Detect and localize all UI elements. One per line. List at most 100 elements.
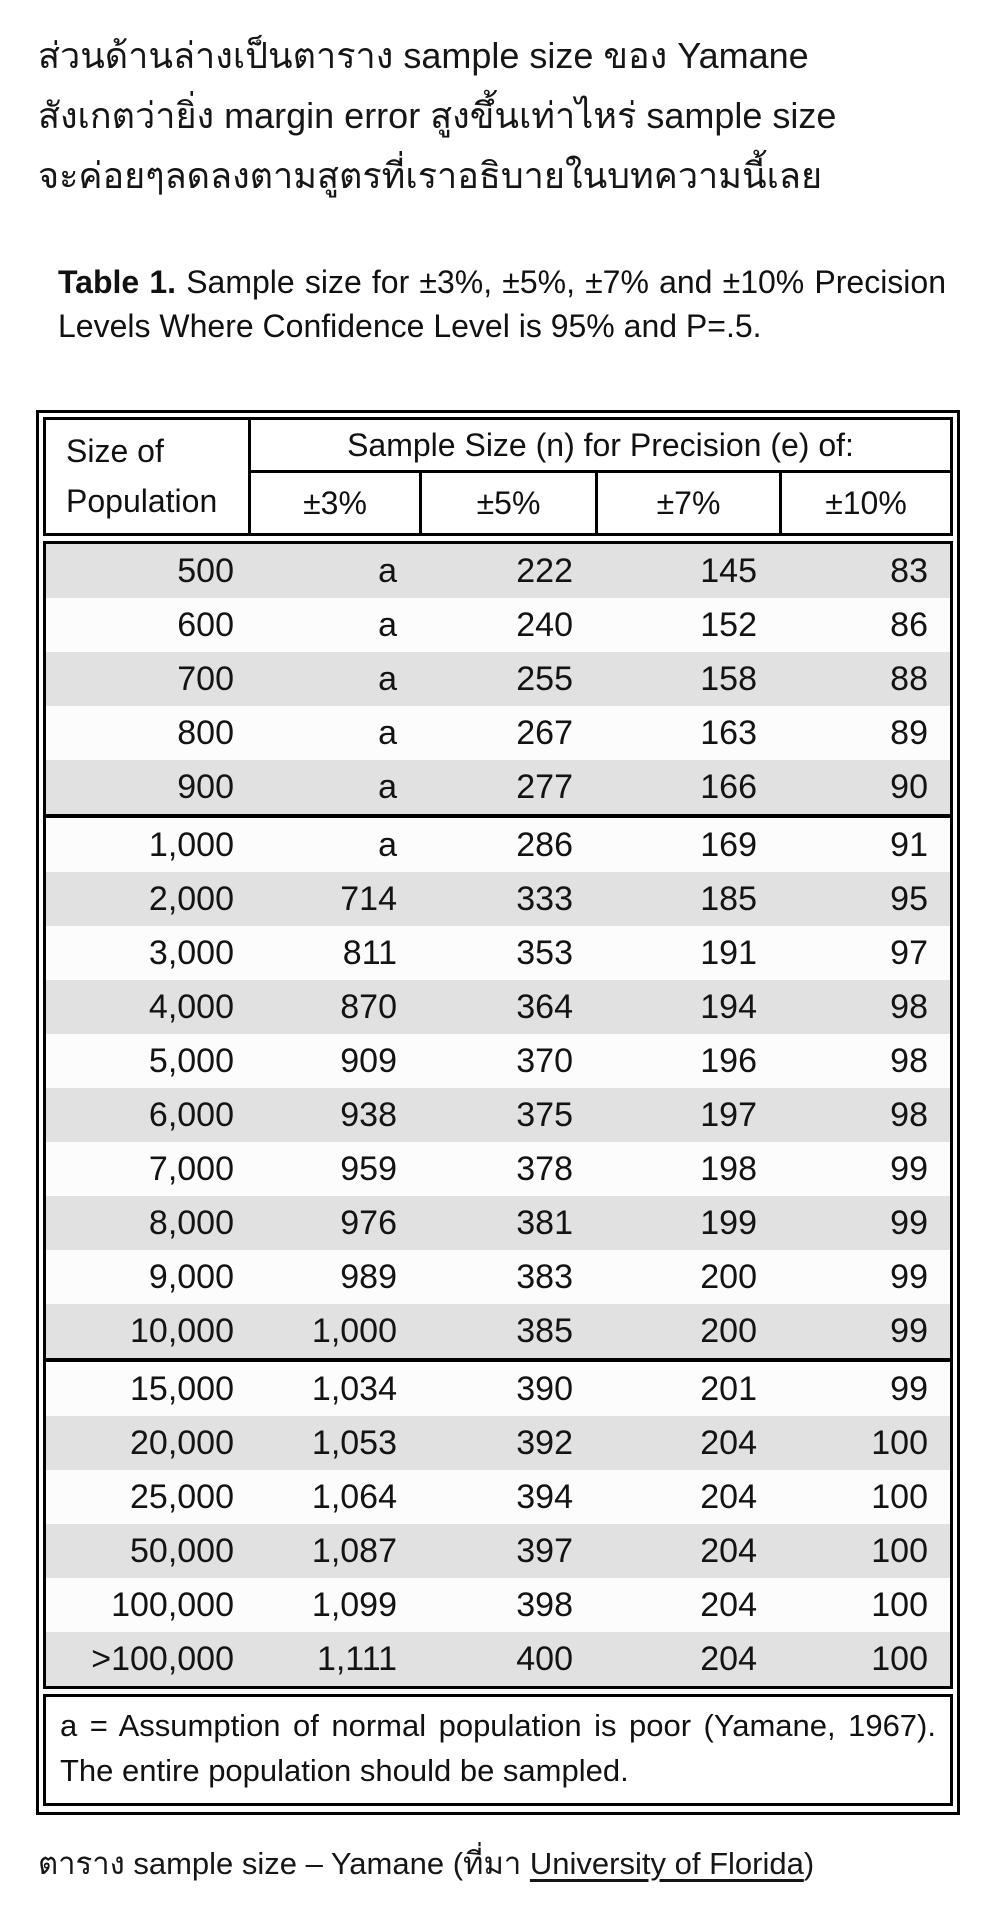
cell-precision-5pct: 400 (516, 1639, 573, 1678)
table-row: 100,000 1,099 398 204 100 (46, 1578, 950, 1632)
cell-precision-5pct: 255 (516, 659, 573, 698)
cell-precision-7pct: 191 (700, 933, 757, 972)
cell-precision-10pct: 100 (871, 1639, 928, 1678)
bottom-caption-prefix: ตาราง sample size – Yamane (ที่มา (38, 1846, 530, 1881)
cell-precision-5pct: 375 (516, 1095, 573, 1134)
table-row: >100,000 1,111 400 204 100 (46, 1632, 950, 1686)
cell-precision-10pct: 89 (890, 713, 928, 752)
cell-precision-3pct: 989 (340, 1257, 397, 1296)
cell-precision-7pct: 198 (700, 1149, 757, 1188)
cell-precision-3pct: 1,053 (311, 1423, 397, 1462)
header-population: Population (66, 483, 218, 519)
cell-population: 700 (177, 659, 234, 698)
table-row: 20,000 1,053 392 204 100 (46, 1416, 950, 1470)
table-row: 1,000 a 286 169 91 (46, 814, 950, 872)
cell-population: 600 (177, 605, 234, 644)
cell-precision-3pct: 959 (340, 1149, 397, 1188)
table-row: 3,000 811 353 191 97 (46, 926, 950, 980)
cell-population: 6,000 (148, 1095, 234, 1134)
cell-precision-5pct: 364 (516, 987, 573, 1026)
cell-precision-10pct: 99 (890, 1257, 928, 1296)
cell-population: 100,000 (111, 1585, 234, 1624)
cell-precision-3pct: 1,087 (311, 1531, 397, 1570)
cell-precision-7pct: 204 (700, 1423, 757, 1462)
cell-precision-3pct: a (378, 713, 397, 752)
cell-precision-3pct: 1,064 (311, 1477, 397, 1516)
cell-precision-7pct: 152 (700, 605, 757, 644)
cell-precision-10pct: 98 (890, 987, 928, 1026)
table-row: 4,000 870 364 194 98 (46, 980, 950, 1034)
cell-precision-3pct: 1,000 (311, 1311, 397, 1350)
cell-precision-10pct: 98 (890, 1095, 928, 1134)
cell-precision-5pct: 353 (516, 933, 573, 972)
cell-precision-10pct: 86 (890, 605, 928, 644)
cell-precision-10pct: 99 (890, 1369, 928, 1408)
cell-precision-5pct: 383 (516, 1257, 573, 1296)
cell-precision-7pct: 201 (700, 1369, 757, 1408)
table-row: 8,000 976 381 199 99 (46, 1196, 950, 1250)
cell-precision-3pct: 714 (340, 879, 397, 918)
cell-precision-3pct: a (378, 605, 397, 644)
cell-precision-5pct: 286 (516, 825, 573, 864)
cell-precision-10pct: 88 (890, 659, 928, 698)
cell-precision-7pct: 204 (700, 1531, 757, 1570)
header-precision-7pct: ±7% (595, 470, 779, 533)
table-row: 10,000 1,000 385 200 99 (46, 1304, 950, 1358)
cell-population: 3,000 (148, 933, 234, 972)
header-precision-5pct: ±5% (419, 470, 595, 533)
cell-population: 50,000 (130, 1531, 234, 1570)
cell-precision-5pct: 222 (516, 551, 573, 590)
cell-precision-5pct: 333 (516, 879, 573, 918)
cell-precision-3pct: a (378, 659, 397, 698)
cell-population: 15,000 (130, 1369, 234, 1408)
table-footnote: a = Assumption of normal population is p… (43, 1694, 953, 1806)
table-header: Size of Population Sample Size (n) for P… (43, 417, 953, 536)
cell-precision-7pct: 163 (700, 713, 757, 752)
cell-population: 25,000 (130, 1477, 234, 1516)
cell-precision-5pct: 277 (516, 767, 573, 806)
header-precision-3pct: ±3% (248, 470, 419, 533)
header-size-of: Size of (66, 433, 164, 469)
sample-size-table: Size of Population Sample Size (n) for P… (36, 410, 960, 1815)
cell-precision-5pct: 378 (516, 1149, 573, 1188)
cell-precision-7pct: 197 (700, 1095, 757, 1134)
cell-population: 900 (177, 767, 234, 806)
cell-precision-7pct: 169 (700, 825, 757, 864)
cell-precision-10pct: 91 (890, 825, 928, 864)
table-body: 500 a 222 145 83 600 a 240 152 86 700 a 255 158 88 800 a… (43, 541, 953, 1689)
cell-precision-5pct: 370 (516, 1041, 573, 1080)
cell-precision-7pct: 199 (700, 1203, 757, 1242)
cell-population: 4,000 (148, 987, 234, 1026)
bottom-caption: ตาราง sample size – Yamane (ที่มา Univer… (38, 1843, 978, 1885)
cell-precision-5pct: 240 (516, 605, 573, 644)
table-row: 25,000 1,064 394 204 100 (46, 1470, 950, 1524)
table-caption-text: Sample size for ±3%, ±5%, ±7% and ±10% P… (58, 264, 947, 344)
table-row: 50,000 1,087 397 204 100 (46, 1524, 950, 1578)
table-row: 15,000 1,034 390 201 99 (46, 1358, 950, 1416)
cell-precision-7pct: 196 (700, 1041, 757, 1080)
cell-precision-5pct: 390 (516, 1369, 573, 1408)
cell-precision-5pct: 392 (516, 1423, 573, 1462)
university-of-florida-link[interactable]: University of Florida (529, 1846, 804, 1881)
cell-precision-3pct: 909 (340, 1041, 397, 1080)
header-size-of-population: Size of Population (46, 420, 248, 533)
cell-population: 1,000 (148, 825, 234, 864)
cell-precision-3pct: 1,099 (311, 1585, 397, 1624)
cell-precision-7pct: 194 (700, 987, 757, 1026)
header-sample-size-span: Sample Size (n) for Precision (e) of: (248, 420, 950, 470)
cell-population: 20,000 (130, 1423, 234, 1462)
table-row: 700 a 255 158 88 (46, 652, 950, 706)
cell-precision-5pct: 394 (516, 1477, 573, 1516)
cell-precision-7pct: 185 (700, 879, 757, 918)
cell-precision-5pct: 385 (516, 1311, 573, 1350)
cell-precision-3pct: 1,034 (311, 1369, 397, 1408)
cell-precision-7pct: 204 (700, 1585, 757, 1624)
cell-precision-10pct: 99 (890, 1203, 928, 1242)
intro-line-3: จะค่อยๆลดลงตามสูตรที่เราอธิบายในบทความนี… (38, 155, 823, 196)
intro-paragraph: ส่วนด้านล่างเป็นตาราง sample size ของ Ya… (38, 26, 978, 206)
cell-precision-10pct: 100 (871, 1531, 928, 1570)
cell-precision-10pct: 100 (871, 1477, 928, 1516)
intro-line-1: ส่วนด้านล่างเป็นตาราง sample size ของ Ya… (38, 35, 809, 76)
bottom-caption-suffix: ) (803, 1846, 815, 1881)
table-row: 7,000 959 378 198 99 (46, 1142, 950, 1196)
